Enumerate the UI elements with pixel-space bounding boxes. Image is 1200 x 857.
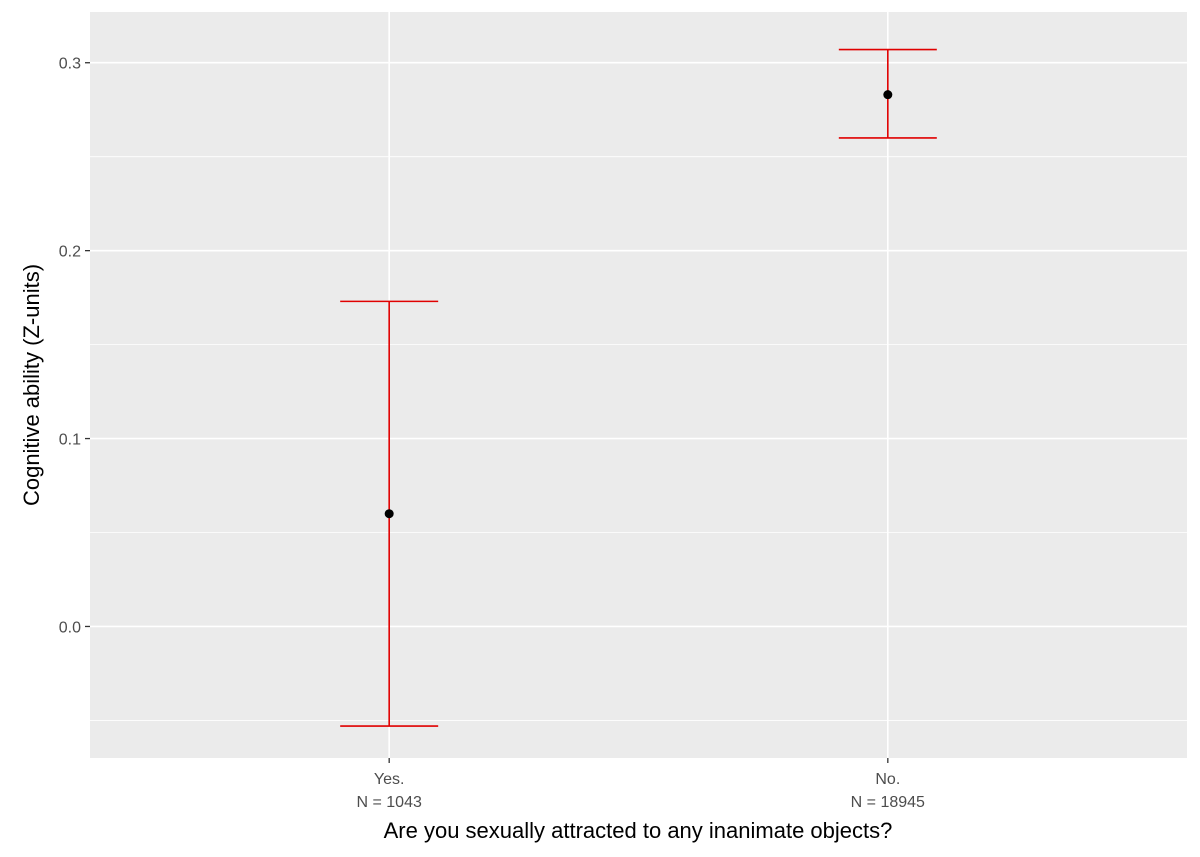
y-tick-label: 0.0 [59,619,81,636]
y-axis-title: Cognitive ability (Z-units) [19,264,44,506]
x-tick-sublabel: N = 18945 [851,794,925,811]
grid-minor [90,156,1187,721]
y-tick-label: 0.3 [59,56,81,73]
x-tick-sublabel: N = 1043 [356,794,421,811]
x-axis: Yes. N = 1043 No. N = 18945 [356,758,925,811]
x-tick-label: Yes. [374,771,405,788]
y-axis: 0.0 0.1 0.2 0.3 [59,56,90,636]
x-axis-title: Are you sexually attracted to any inanim… [384,818,893,843]
data-point [384,509,394,519]
panel-background [90,12,1187,758]
y-tick-label: 0.2 [59,244,81,261]
y-tick-label: 0.1 [59,432,81,449]
points [384,90,893,519]
x-tick-label: No. [875,771,900,788]
data-point [883,90,893,100]
